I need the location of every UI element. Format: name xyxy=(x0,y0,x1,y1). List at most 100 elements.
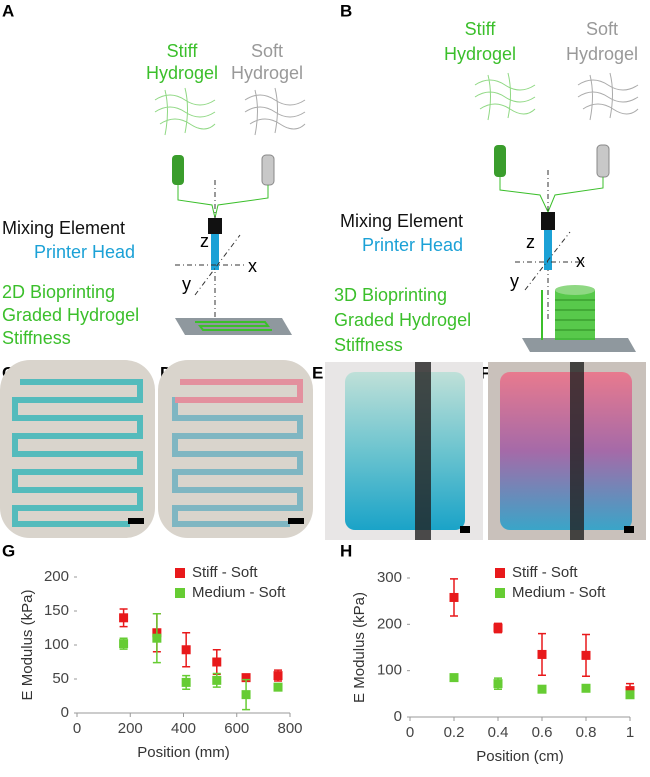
x-tick-label: 0.4 xyxy=(488,724,509,741)
stiff-label: Stiff xyxy=(167,41,199,61)
panel-label: F xyxy=(480,363,490,382)
legend-marker xyxy=(495,588,505,598)
syringe xyxy=(261,154,275,186)
y-tick-label: 0 xyxy=(394,708,402,725)
soft-label: Soft xyxy=(251,41,283,61)
data-point xyxy=(493,623,503,633)
mixing-label: Mixing Element xyxy=(340,211,463,231)
legend-label: Stiff - Soft xyxy=(192,564,258,581)
diagram-b: Stiff Hydrogel Soft Hydrogel z x y Mixin… xyxy=(334,19,639,355)
axis-label: y xyxy=(510,271,519,291)
axis xyxy=(524,231,571,291)
photo-e xyxy=(325,362,483,540)
axis-label: x xyxy=(576,251,585,271)
syringe xyxy=(494,145,506,177)
printer-head xyxy=(544,230,552,270)
y-tick-label: 0 xyxy=(61,704,69,721)
data-point xyxy=(273,671,283,681)
data-point xyxy=(273,682,283,692)
y-tick-label: 300 xyxy=(377,569,402,586)
print-path xyxy=(195,321,272,331)
x-tick-label: 800 xyxy=(277,720,302,737)
process-label: 2D Bioprinting xyxy=(2,282,115,302)
data-point xyxy=(581,683,591,693)
data-point xyxy=(181,677,191,687)
data-point xyxy=(212,675,222,685)
tubing xyxy=(499,177,604,213)
hydrogel-icon xyxy=(474,72,536,121)
y-tick-label: 100 xyxy=(377,662,402,679)
photo-d xyxy=(158,360,313,538)
x-tick-label: 0.8 xyxy=(576,724,597,741)
hydrogel-icon xyxy=(244,87,306,136)
data-point xyxy=(581,650,591,660)
printed-construct xyxy=(555,285,595,340)
x-tick-label: 400 xyxy=(171,720,196,737)
data-point xyxy=(241,690,251,700)
stiff-label: Stiff xyxy=(465,19,497,39)
y-axis-label: E Modulus (kPa) xyxy=(351,592,368,703)
diagram-a: Stiff Hydrogel Soft Hydrogel z x y Mixin… xyxy=(2,41,306,348)
panel-label: A xyxy=(2,1,14,20)
soft-label: Hydrogel xyxy=(231,63,303,83)
panel-label: H xyxy=(340,541,352,560)
legend-label: Medium - Soft xyxy=(192,584,286,601)
legend-marker xyxy=(495,568,505,578)
x-tick-label: 200 xyxy=(118,720,143,737)
axis-label: z xyxy=(200,231,209,251)
hydrogel-icon xyxy=(154,87,216,136)
panel-label: E xyxy=(312,363,323,382)
axis-label: y xyxy=(182,274,191,294)
x-tick-label: 0.2 xyxy=(444,724,465,741)
process-label: 3D Bioprinting xyxy=(334,285,447,305)
legend-label: Medium - Soft xyxy=(512,584,606,601)
soft-label: Soft xyxy=(586,19,618,39)
x-tick-label: 0 xyxy=(73,720,81,737)
legend-label: Stiff - Soft xyxy=(512,564,578,581)
data-point xyxy=(449,592,459,602)
y-tick-label: 200 xyxy=(377,615,402,632)
panel-label: B xyxy=(340,1,352,20)
head-label: Printer Head xyxy=(362,235,463,255)
y-tick-label: 50 xyxy=(52,670,69,687)
panel-label: G xyxy=(2,541,15,560)
data-point xyxy=(449,673,459,683)
process-label: Stiffness xyxy=(2,328,71,348)
data-point xyxy=(625,690,635,700)
tubing xyxy=(177,185,269,219)
process-label: Graded Hydrogel xyxy=(2,305,139,325)
data-point xyxy=(119,613,129,623)
process-label: Graded Hydrogel xyxy=(334,310,471,330)
data-point xyxy=(241,673,251,683)
soft-label: Hydrogel xyxy=(566,44,638,64)
data-point xyxy=(537,649,547,659)
x-tick-label: 1 xyxy=(626,724,634,741)
y-tick-label: 200 xyxy=(44,568,69,585)
axis xyxy=(194,234,241,296)
x-tick-label: 0 xyxy=(406,724,414,741)
head-label: Printer Head xyxy=(34,242,135,262)
printer-head xyxy=(211,234,219,270)
stiff-label: Hydrogel xyxy=(146,63,218,83)
process-label: Stiffness xyxy=(334,335,403,355)
y-tick-label: 150 xyxy=(44,602,69,619)
x-tick-label: 0.6 xyxy=(532,724,553,741)
photo-c xyxy=(0,360,155,538)
data-point xyxy=(152,633,162,643)
syringe xyxy=(172,155,184,185)
legend-marker xyxy=(175,588,185,598)
stiff-label: Hydrogel xyxy=(444,44,516,64)
y-tick-label: 100 xyxy=(44,636,69,653)
axis-label: z xyxy=(526,232,535,252)
mixing-label: Mixing Element xyxy=(2,218,125,238)
photo-f xyxy=(488,362,646,540)
legend-marker xyxy=(175,568,185,578)
build-plate xyxy=(522,338,636,352)
data-point xyxy=(493,679,503,689)
x-tick-label: 600 xyxy=(224,720,249,737)
data-point xyxy=(537,684,547,694)
axis-label: x xyxy=(248,256,257,276)
syringe xyxy=(596,144,610,178)
data-point xyxy=(181,645,191,655)
